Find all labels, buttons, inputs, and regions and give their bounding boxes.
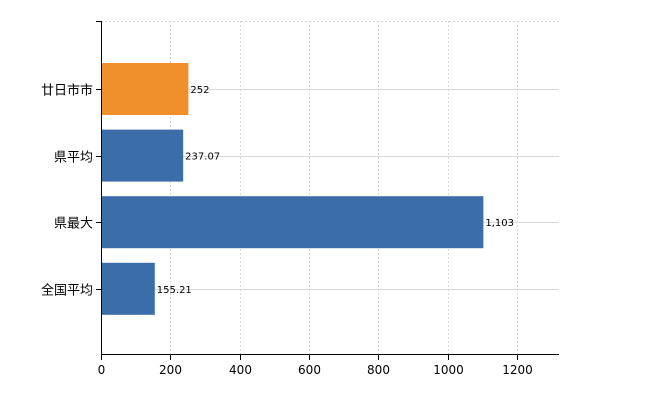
x-tick-label-800: 800 (367, 363, 390, 377)
data-label-1: 237.07 (185, 152, 220, 163)
x-tick-label-400: 400 (229, 363, 252, 377)
data-label-3: 155.21 (157, 285, 192, 296)
data-label-2: 1,103 (485, 218, 514, 229)
bar-0 (101, 63, 189, 115)
bar-layer (101, 63, 484, 315)
category-label-2: 県最大 (54, 217, 93, 232)
axis-layer (96, 21, 559, 360)
x-tick-label-1000: 1000 (433, 363, 464, 377)
x-tick-label-1200: 1200 (502, 363, 533, 377)
bar-2 (101, 196, 484, 249)
category-label-1: 県平均 (54, 151, 93, 166)
bar-3 (101, 262, 155, 315)
category-label-3: 全国平均 (41, 283, 93, 299)
category-label-0: 廿日市市 (41, 83, 93, 99)
bar-1 (101, 129, 184, 182)
data-label-0: 252 (190, 85, 209, 96)
x-tick-label-0: 0 (98, 363, 106, 377)
x-tick-label-600: 600 (298, 363, 321, 377)
x-tick-label-200: 200 (159, 363, 182, 377)
